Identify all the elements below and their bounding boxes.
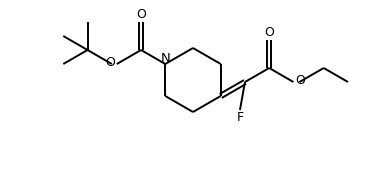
Text: F: F [236, 111, 244, 124]
Text: N: N [160, 53, 170, 66]
Text: O: O [296, 74, 305, 87]
Text: O: O [105, 56, 115, 69]
Text: O: O [136, 9, 146, 22]
Text: O: O [264, 27, 274, 40]
